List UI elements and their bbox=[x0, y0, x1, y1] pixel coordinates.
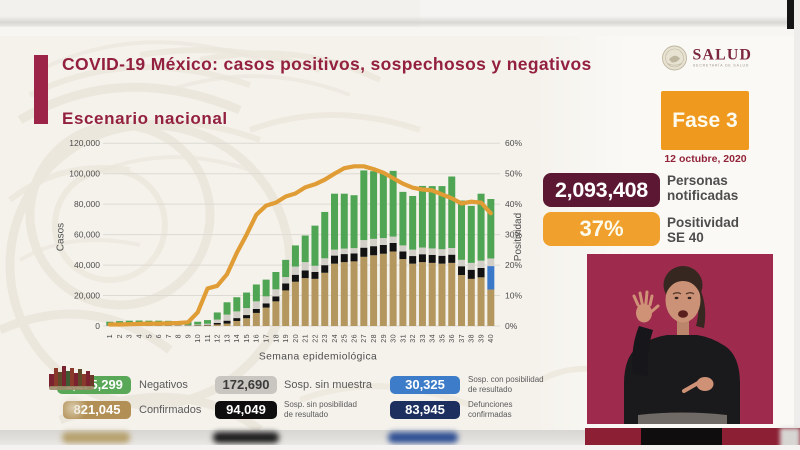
svg-text:4: 4 bbox=[135, 334, 144, 338]
svg-text:13: 13 bbox=[222, 334, 231, 343]
svg-text:8: 8 bbox=[174, 334, 183, 338]
svg-text:29: 29 bbox=[379, 334, 388, 343]
svg-text:26: 26 bbox=[350, 334, 359, 343]
svg-text:34: 34 bbox=[428, 334, 437, 343]
svg-text:9: 9 bbox=[183, 334, 192, 338]
svg-text:0%: 0% bbox=[505, 321, 518, 331]
svg-text:40: 40 bbox=[486, 334, 495, 343]
svg-text:24: 24 bbox=[330, 334, 339, 343]
svg-text:Semana epidemiológica: Semana epidemiológica bbox=[259, 352, 377, 363]
svg-text:18: 18 bbox=[271, 334, 280, 343]
svg-text:20,000: 20,000 bbox=[74, 291, 100, 301]
svg-text:7: 7 bbox=[164, 334, 173, 338]
svg-text:35: 35 bbox=[437, 334, 446, 343]
svg-text:31: 31 bbox=[398, 334, 407, 343]
svg-text:80,000: 80,000 bbox=[74, 199, 100, 209]
svg-text:10%: 10% bbox=[505, 291, 522, 301]
svg-text:11: 11 bbox=[203, 334, 212, 342]
svg-text:6: 6 bbox=[154, 334, 163, 338]
svg-text:40,000: 40,000 bbox=[74, 260, 100, 270]
svg-text:19: 19 bbox=[281, 334, 290, 343]
svg-text:1: 1 bbox=[105, 334, 114, 338]
svg-text:37: 37 bbox=[457, 334, 466, 343]
svg-text:20: 20 bbox=[291, 334, 300, 343]
svg-text:28: 28 bbox=[369, 334, 378, 343]
svg-text:14: 14 bbox=[232, 334, 241, 343]
svg-text:3: 3 bbox=[125, 334, 134, 338]
svg-text:22: 22 bbox=[310, 334, 319, 343]
svg-text:27: 27 bbox=[359, 334, 368, 343]
svg-text:SECRETARÍA DE SALUD: SECRETARÍA DE SALUD bbox=[693, 64, 749, 68]
svg-text:0: 0 bbox=[95, 321, 100, 331]
svg-text:2: 2 bbox=[115, 334, 124, 338]
svg-text:17: 17 bbox=[262, 334, 271, 343]
svg-text:100,000: 100,000 bbox=[69, 169, 100, 179]
svg-text:Casos: Casos bbox=[56, 223, 67, 251]
svg-text:39: 39 bbox=[477, 334, 486, 343]
svg-text:36: 36 bbox=[447, 334, 456, 343]
svg-text:32: 32 bbox=[408, 334, 417, 343]
svg-text:30%: 30% bbox=[505, 230, 522, 240]
svg-text:5: 5 bbox=[144, 334, 153, 338]
svg-text:50%: 50% bbox=[505, 169, 522, 179]
svg-text:10: 10 bbox=[193, 334, 202, 343]
svg-text:21: 21 bbox=[301, 334, 310, 343]
svg-text:25: 25 bbox=[340, 334, 349, 343]
svg-text:40%: 40% bbox=[505, 199, 522, 209]
svg-text:120,000: 120,000 bbox=[69, 138, 100, 148]
svg-text:Positividad: Positividad bbox=[513, 213, 524, 261]
svg-text:12: 12 bbox=[213, 334, 222, 343]
svg-text:38: 38 bbox=[467, 334, 476, 343]
svg-text:60,000: 60,000 bbox=[74, 230, 100, 240]
svg-text:16: 16 bbox=[252, 334, 261, 343]
svg-text:15: 15 bbox=[242, 334, 251, 343]
svg-text:60%: 60% bbox=[505, 138, 522, 148]
svg-text:20%: 20% bbox=[505, 260, 522, 270]
svg-text:23: 23 bbox=[320, 334, 329, 343]
svg-text:30: 30 bbox=[389, 334, 398, 343]
svg-text:SALUD: SALUD bbox=[693, 47, 753, 64]
svg-text:33: 33 bbox=[418, 334, 427, 343]
